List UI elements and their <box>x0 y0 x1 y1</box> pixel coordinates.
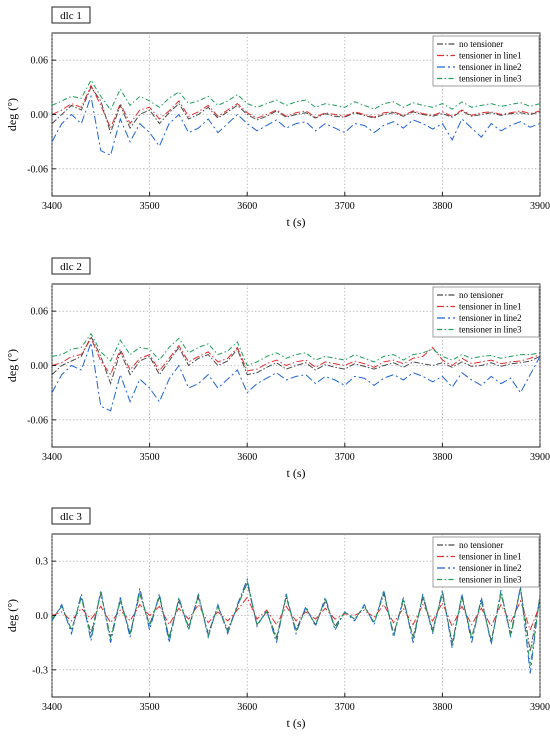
legend-label: tensioner in line2 <box>459 62 522 72</box>
x-tick-label: 3600 <box>237 201 257 212</box>
y-tick-label: 0.0 <box>36 611 49 622</box>
legend-label: tensioner in line2 <box>459 563 522 573</box>
chart-panel-1: 3400 3500 3600 3700 3800 3900 -0.06 0.00 0.06 t (… <box>5 6 550 229</box>
x-axis-title: t (s) <box>287 215 306 229</box>
legend-label: tensioner in line1 <box>459 302 522 312</box>
legend-label: tensioner in line3 <box>459 325 522 335</box>
x-tick-label: 3700 <box>335 452 355 463</box>
y-axis-title: deg (°) <box>5 349 19 382</box>
legend-label: no tensioner <box>459 540 503 550</box>
chart-panel-2: 3400 3500 3600 3700 3800 3900 -0.06 0.00 0.06 t (… <box>5 257 550 480</box>
x-tick-label: 3800 <box>432 702 452 713</box>
y-tick-label: 0.06 <box>31 56 49 67</box>
series-line-1 <box>52 335 540 386</box>
panel-tag-box <box>51 507 91 525</box>
x-tick-label: 3400 <box>42 201 62 212</box>
x-axis-title: t (s) <box>287 716 306 730</box>
x-tick-label: 3800 <box>432 201 452 212</box>
panel-tag-box <box>51 6 91 24</box>
series-line-3 <box>52 342 540 412</box>
x-tick-label: 3700 <box>335 702 355 713</box>
panel-tag: dlc 1 <box>60 10 82 22</box>
series-line-3 <box>52 94 540 157</box>
x-tick-label: 3400 <box>42 452 62 463</box>
y-tick-label: 0.00 <box>31 361 49 372</box>
legend-label: tensioner in line3 <box>459 74 522 84</box>
legend-label: tensioner in line2 <box>459 313 522 323</box>
x-tick-label: 3500 <box>140 201 160 212</box>
x-tick-label: 3500 <box>140 452 160 463</box>
x-tick-label: 3600 <box>237 702 257 713</box>
panel-tag: dlc 3 <box>60 511 82 523</box>
series-line-2 <box>52 84 540 130</box>
y-axis-title: deg (°) <box>5 599 19 632</box>
y-axis-title: deg (°) <box>5 98 19 131</box>
chart-panel-3: 3400 3500 3600 3700 3800 3900 -0.3 0.0 0.3 t (s) d… <box>5 507 550 730</box>
legend-label: tensioner in line1 <box>459 552 522 562</box>
legend-label: no tensioner <box>459 290 503 300</box>
series-line-2 <box>52 596 540 632</box>
x-tick-label: 3400 <box>42 702 62 713</box>
x-tick-label: 3600 <box>237 452 257 463</box>
legend-label: tensioner in line1 <box>459 51 522 61</box>
x-tick-label: 3700 <box>335 201 355 212</box>
x-tick-label: 3900 <box>530 201 550 212</box>
series-line-4 <box>52 79 540 111</box>
x-tick-label: 3800 <box>432 452 452 463</box>
x-tick-label: 3900 <box>530 702 550 713</box>
y-tick-label: 0.3 <box>36 557 49 568</box>
y-tick-label: -0.06 <box>27 415 48 426</box>
panel-tag-box <box>51 257 91 275</box>
panel-tag: dlc 2 <box>60 261 82 273</box>
legend-label: tensioner in line3 <box>459 575 522 585</box>
y-tick-label: -0.06 <box>27 164 48 175</box>
y-tick-label: 0.06 <box>31 307 49 318</box>
series-line-4 <box>52 579 540 667</box>
legend-label: no tensioner <box>459 39 503 49</box>
x-tick-label: 3500 <box>140 702 160 713</box>
y-tick-label: -0.3 <box>32 665 48 676</box>
y-tick-label: 0.00 <box>31 110 49 121</box>
x-tick-label: 3900 <box>530 452 550 463</box>
x-axis-title: t (s) <box>287 466 306 480</box>
series-line-1 <box>52 86 540 135</box>
